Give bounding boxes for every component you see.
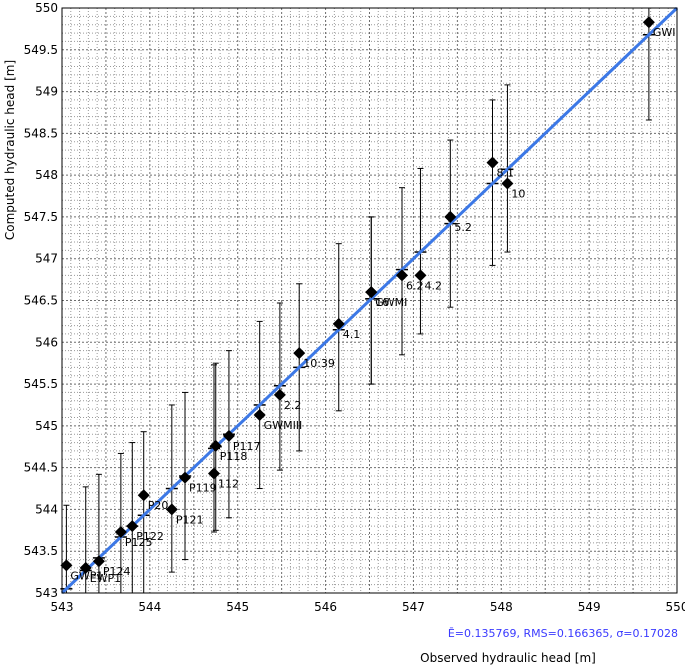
error-bars (60, 7, 655, 593)
x-tick-label: 547 (402, 600, 425, 614)
point-label: GWMIII (264, 419, 303, 432)
x-tick-label: 549 (578, 600, 601, 614)
point-label: P118 (220, 450, 248, 463)
data-point (79, 561, 92, 574)
minor-grid (62, 8, 677, 593)
data-point (222, 429, 235, 442)
point-label: 4.1 (343, 328, 361, 341)
point-label: 6.2 (406, 279, 424, 292)
plot-frame (61, 7, 678, 594)
y-axis-title: Computed hydraulic head [m] (3, 60, 17, 240)
reference-line (60, 6, 679, 595)
x-axis-ticks: 543 544 545 546 547 548 549 550 (51, 600, 685, 614)
point-label: P119 (189, 482, 217, 495)
major-grid (62, 8, 677, 593)
data-point (414, 269, 427, 282)
point-label: EWP1 (90, 572, 121, 585)
x-tick-label: 543 (51, 600, 74, 614)
x-tick-label: 548 (490, 600, 513, 614)
point-label: 10 (511, 188, 525, 201)
data-point (60, 559, 73, 572)
data-point (273, 388, 286, 401)
point-label: P125 (125, 536, 153, 549)
data-point (126, 520, 139, 533)
y-tick-label: 544.5 (24, 461, 58, 475)
data-markers (60, 16, 655, 574)
y-tick-label: 548.5 (24, 126, 58, 140)
point-label: P117 (233, 440, 261, 453)
y-tick-label: 547 (35, 252, 58, 266)
y-tick-label: 546 (35, 335, 58, 349)
point-label: GWI (653, 26, 676, 39)
y-tick-label: 543 (35, 586, 58, 600)
point-label: 2.2 (284, 399, 302, 412)
data-point (92, 555, 105, 568)
stats-annotation: Ē=0.135769, RMS=0.166365, σ=0.17028 (448, 627, 678, 640)
y-tick-label: 546.5 (24, 294, 58, 308)
y-tick-label: 548 (35, 168, 58, 182)
y-tick-label: 545.5 (24, 377, 58, 391)
data-point (253, 408, 266, 421)
point-label: 16 (375, 296, 389, 309)
y-tick-label: 549.5 (24, 43, 58, 57)
data-point (179, 471, 191, 484)
point-label: 5.2 (454, 221, 472, 234)
x-axis-title: Observed hydraulic head [m] (420, 651, 596, 665)
x-tick-label: 546 (314, 600, 337, 614)
data-point (114, 525, 127, 538)
data-point (501, 177, 514, 190)
y-tick-label: 549 (35, 85, 58, 99)
data-point (293, 347, 306, 360)
y-tick-label: 543.5 (24, 544, 58, 558)
x-tick-label: 544 (138, 600, 161, 614)
point-label: P20 (148, 499, 169, 512)
data-point (209, 439, 222, 452)
y-axis-ticks: 543 543.5 544 544.5 545 545.5 546 546.5 547 547.5… (24, 1, 58, 600)
point-label: P124 (103, 565, 131, 578)
data-point (444, 210, 457, 223)
data-point (332, 317, 345, 330)
point-label: P122 (136, 530, 164, 543)
data-point (642, 16, 655, 29)
point-label: GWMI (375, 296, 407, 309)
x-tick-label: 545 (226, 600, 249, 614)
point-label: GWP1 (70, 569, 103, 582)
data-point (486, 156, 499, 169)
point-label: P121 (176, 513, 204, 526)
data-point (396, 269, 409, 282)
point-label: 112 (218, 477, 239, 490)
y-tick-label: 544 (35, 502, 58, 516)
data-point (365, 286, 378, 299)
y-tick-label: 550 (35, 1, 58, 15)
point-label: 8.1 (497, 167, 515, 180)
data-point (137, 489, 150, 502)
data-point (207, 467, 220, 480)
point-label: 10:39 (303, 357, 335, 370)
x-tick-label: 550 (666, 600, 685, 614)
data-point (165, 503, 178, 516)
y-tick-label: 545 (35, 419, 58, 433)
point-label: 4.2 (424, 279, 442, 292)
y-tick-label: 547.5 (24, 210, 58, 224)
